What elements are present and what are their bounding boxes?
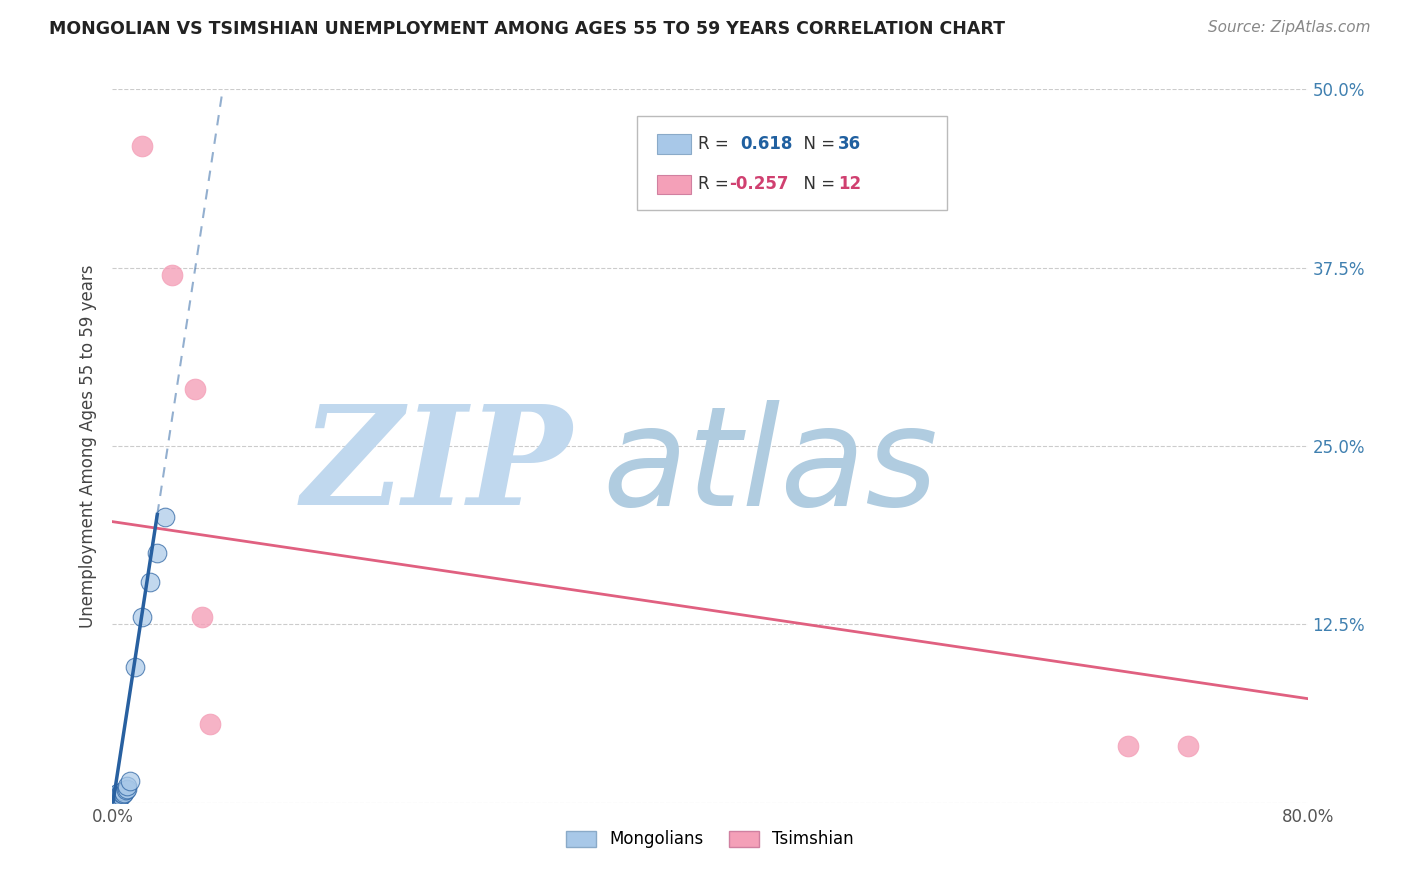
Text: ZIP: ZIP: [302, 401, 572, 534]
Point: [191, 610, 214, 624]
Point: [107, 791, 129, 805]
Text: N =: N =: [793, 176, 841, 194]
Point: [117, 781, 139, 796]
Text: atlas: atlas: [603, 400, 938, 535]
Text: 0.618: 0.618: [740, 135, 793, 153]
Text: R =: R =: [697, 176, 734, 194]
Point: [104, 793, 127, 807]
Point: [111, 784, 134, 798]
Point: [105, 790, 128, 805]
Point: [101, 796, 124, 810]
Point: [107, 786, 129, 800]
Point: [101, 793, 124, 807]
Point: [198, 717, 221, 731]
Point: [139, 574, 162, 589]
Point: [117, 779, 139, 793]
Point: [103, 793, 125, 807]
Point: [104, 790, 127, 805]
Point: [103, 794, 125, 808]
Point: [120, 774, 142, 789]
Point: [131, 610, 153, 624]
Point: [162, 268, 183, 282]
Text: MONGOLIAN VS TSIMSHIAN UNEMPLOYMENT AMONG AGES 55 TO 59 YEARS CORRELATION CHART: MONGOLIAN VS TSIMSHIAN UNEMPLOYMENT AMON…: [49, 20, 1005, 37]
Point: [107, 789, 129, 803]
Point: [104, 789, 127, 803]
Point: [105, 793, 128, 807]
Legend: Mongolians, Tsimshian: Mongolians, Tsimshian: [560, 824, 860, 855]
Point: [103, 796, 125, 810]
Point: [115, 783, 138, 797]
Point: [131, 139, 153, 153]
Point: [1118, 739, 1140, 753]
Point: [1177, 739, 1199, 753]
Point: [146, 546, 169, 560]
Point: [110, 789, 132, 803]
Point: [114, 786, 135, 800]
Point: [104, 791, 127, 805]
Point: [110, 786, 132, 800]
Point: [124, 660, 146, 674]
Text: 12: 12: [838, 176, 862, 194]
Point: [108, 787, 131, 801]
Point: [153, 510, 176, 524]
Text: -0.257: -0.257: [728, 176, 789, 194]
Point: [105, 791, 128, 805]
Point: [105, 787, 128, 801]
Text: 36: 36: [838, 135, 862, 153]
Point: [111, 787, 134, 801]
Text: Source: ZipAtlas.com: Source: ZipAtlas.com: [1208, 20, 1371, 35]
Point: [105, 789, 128, 803]
Point: [183, 382, 205, 396]
Text: R =: R =: [697, 135, 734, 153]
Point: [101, 794, 124, 808]
Text: N =: N =: [793, 135, 841, 153]
Point: [104, 794, 127, 808]
Y-axis label: Unemployment Among Ages 55 to 59 years: Unemployment Among Ages 55 to 59 years: [79, 264, 97, 628]
Point: [108, 790, 131, 805]
Point: [103, 791, 125, 805]
